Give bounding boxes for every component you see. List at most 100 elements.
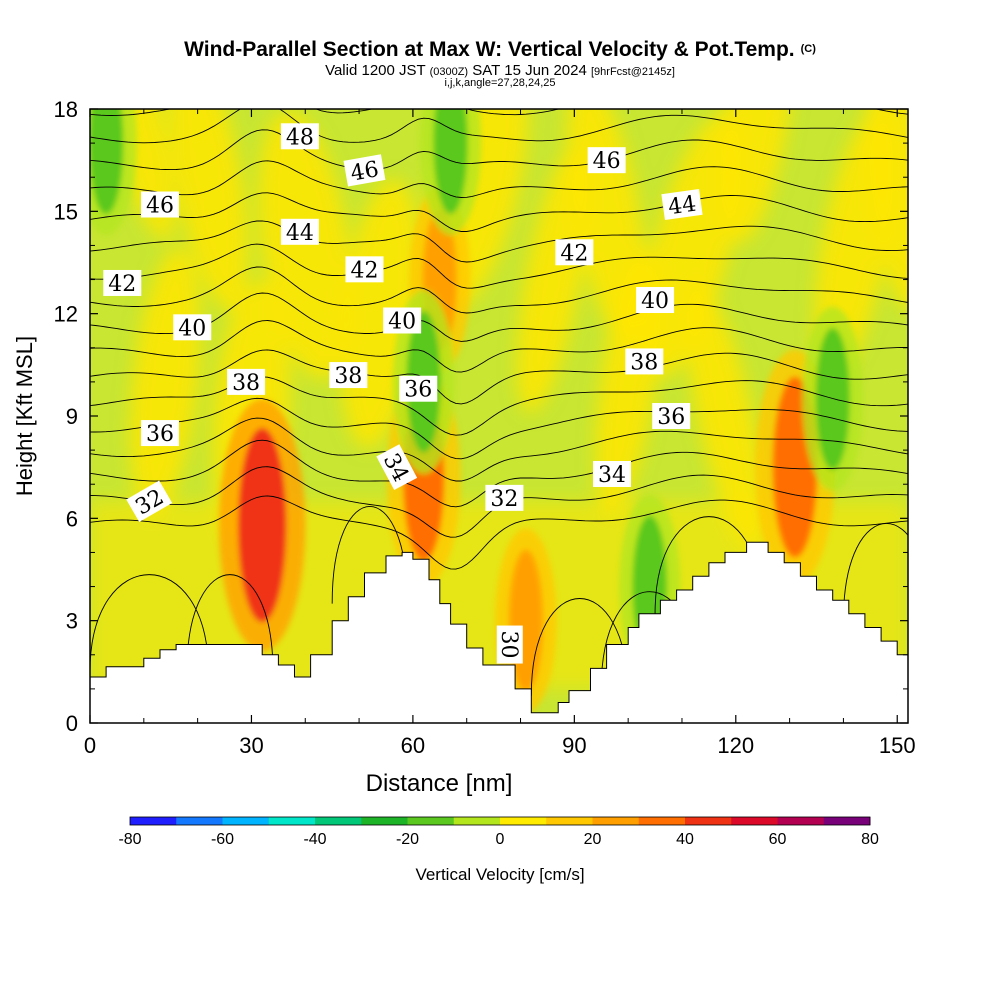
contour-label-bg	[587, 147, 626, 174]
colorbar-swatch	[268, 817, 316, 825]
terrain	[89, 541, 909, 724]
colorbar-swatch	[407, 817, 455, 825]
x-axis-label: Distance [nm]	[366, 770, 513, 797]
updraft-band	[720, 109, 795, 243]
colorbar-swatch	[777, 817, 825, 825]
contour-label: 40	[383, 307, 422, 334]
colorbar-swatch	[823, 817, 871, 825]
x-tick-label: 30	[239, 733, 263, 758]
y-tick-label: 15	[54, 199, 78, 224]
colorbar-swatch	[453, 817, 501, 825]
contour-label-text: 38	[630, 350, 658, 375]
contour-label-text: 38	[232, 371, 260, 396]
contour-label-bg	[126, 480, 173, 523]
colorbar: -80 -60 -40 -20 0 20 40 60 80 Vertical Velocity […	[118, 816, 879, 884]
colorbar-swatch	[176, 817, 223, 825]
contour-label-text: 36	[404, 378, 432, 403]
colorbar-swatch	[315, 817, 362, 825]
theta-contour	[90, 574, 209, 672]
y-tick-label: 3	[66, 609, 78, 634]
colorbar-swatch	[500, 817, 547, 825]
colorbar-tick-label: 0	[496, 831, 505, 848]
contour-label: 38	[227, 368, 266, 396]
title-text: Wind-Parallel Section at Max W: Vertical…	[184, 38, 795, 61]
colorbar-tick-label: -80	[118, 831, 141, 848]
contour-label-text: 40	[641, 289, 669, 314]
contour-label-text: 38	[334, 364, 362, 389]
contour-label-text: 46	[593, 149, 621, 174]
contour-label: 38	[625, 348, 664, 375]
updraft-band	[595, 248, 661, 516]
contour-label-bg	[280, 218, 319, 245]
theta-contour	[90, 266, 908, 314]
contour-label: 38	[329, 362, 368, 389]
theta-contour	[90, 129, 908, 171]
contour-label-bg	[555, 239, 594, 266]
valid-utc: (0300Z)	[429, 66, 469, 78]
contour-label: 42	[555, 239, 594, 266]
updraft-band	[168, 109, 248, 311]
x-tick-label: 60	[401, 733, 425, 758]
contour-label-text: 30	[496, 631, 521, 659]
theta-contour	[90, 417, 908, 482]
y-axis-label: Height [Kft MSL]	[12, 336, 37, 496]
updraft-band	[686, 283, 764, 549]
theta-contour	[842, 523, 908, 621]
contour-label-text: 48	[286, 125, 314, 150]
theta-contour	[90, 397, 908, 460]
theta-contour	[90, 243, 908, 289]
contour-label-bg	[593, 460, 632, 487]
contour-label-bg	[140, 191, 179, 218]
contour-label-bg	[625, 348, 664, 375]
theta-contour	[186, 574, 274, 672]
forecast-info: [9hrFcst@2145z]	[590, 66, 675, 78]
contour-label: 42	[345, 256, 384, 283]
contour-label-bg	[227, 368, 266, 395]
contour-label-bg	[652, 403, 691, 429]
contour-label-bg	[329, 362, 368, 389]
contour-label: 46	[140, 191, 179, 219]
colorbar-swatch	[222, 817, 270, 825]
terrain-profile	[89, 541, 909, 724]
theta-contour	[90, 349, 908, 405]
colorbar-frame	[129, 816, 871, 826]
x-tick-label: 90	[562, 733, 586, 758]
contour-label: 36	[652, 403, 691, 430]
contour-label-text: 44	[286, 221, 314, 246]
x-tick-label: 120	[717, 733, 754, 758]
contour-label-bg	[399, 375, 438, 402]
colorbar-tick-label: -60	[211, 831, 234, 848]
grid-params: i,j,k,angle=27,28,24,25	[444, 77, 556, 89]
colorbar-swatch	[546, 817, 593, 825]
contour-label: 36	[140, 420, 179, 447]
colorbar-tick-label: 40	[676, 831, 694, 848]
contour-label-bg	[496, 625, 523, 664]
contour-label-bg	[140, 420, 179, 447]
w-feature-core	[90, 109, 124, 215]
copyright-mark: (C)	[800, 43, 816, 55]
colorbar-swatch	[638, 817, 686, 825]
theta-contour	[90, 320, 908, 373]
contour-label-bg	[103, 269, 142, 296]
contour-label-bg	[280, 123, 319, 150]
chart-title: Wind-Parallel Section at Max W: Vertical…	[0, 38, 1000, 62]
contour-label-bg	[345, 256, 384, 283]
contour-label-text: 42	[350, 258, 378, 283]
w-feature-core	[433, 109, 468, 215]
contour-label: 36	[399, 375, 438, 403]
contour-label-bg	[636, 287, 675, 314]
colorbar-tick-label: -40	[303, 831, 326, 848]
contour-label-bg	[343, 154, 386, 187]
theta-contour	[90, 376, 908, 436]
contour-label-bg	[383, 307, 422, 334]
theta-contour	[90, 292, 908, 342]
contour-label: 34	[593, 460, 632, 488]
x-tick-label: 150	[879, 733, 916, 758]
colorbar-tick-label: -20	[396, 831, 419, 848]
contour-label: 44	[661, 188, 703, 220]
colorbar-label: Vertical Velocity [cm/s]	[415, 865, 584, 884]
x-tick-label: 0	[84, 733, 96, 758]
